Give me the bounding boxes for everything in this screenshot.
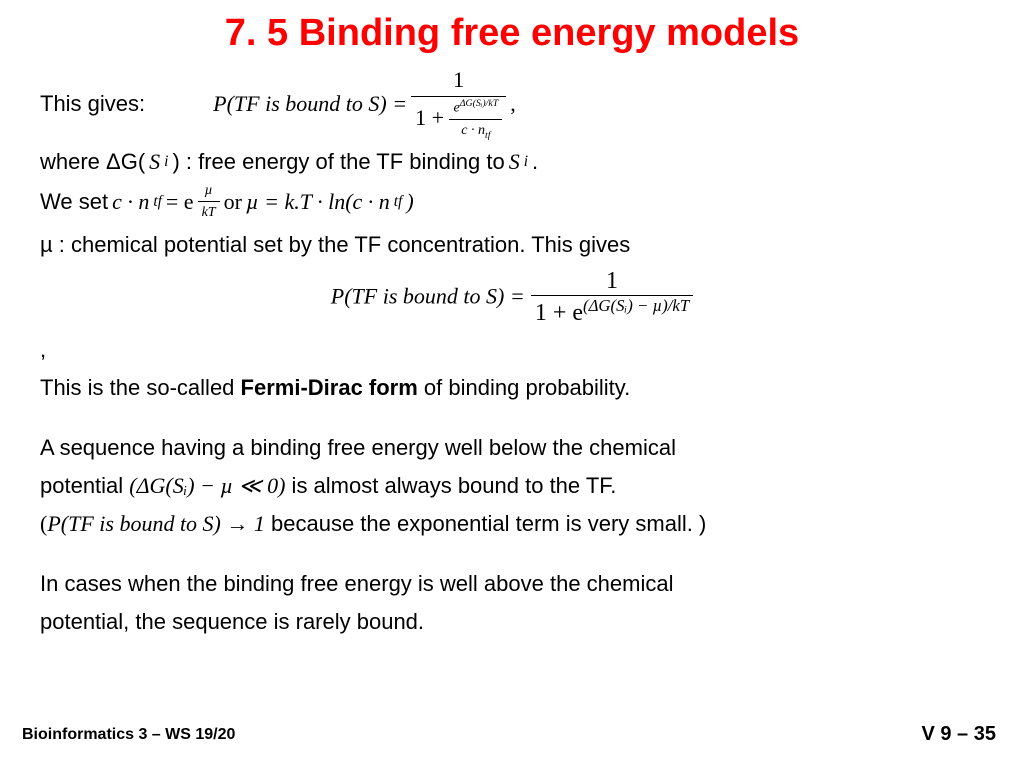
paraA2: potential (ΔG(Sᵢ) − µ ≪ 0) is almost alw… xyxy=(40,469,984,503)
paraA1: A sequence having a binding free energy … xyxy=(40,431,984,465)
line-this-gives: This gives: P(TF is bound to S) = 1 1 + … xyxy=(40,63,984,143)
eq1-inner-frac: eΔG(Sᵢ)/kT c · ntf xyxy=(449,97,502,143)
weset-mu-tail: ) xyxy=(406,185,413,218)
weset-exp-frac: µ kT xyxy=(198,180,220,223)
where-tail: ) : free energy of the TF binding to xyxy=(172,145,504,178)
eq1-frac: 1 1 + eΔG(Sᵢ)/kT c · ntf xyxy=(411,63,506,143)
eq1-comma: , xyxy=(510,87,516,120)
weset-mu: µ = k.T · ln(c · n xyxy=(246,185,390,218)
eq1-den-prefix: 1 + xyxy=(415,105,444,130)
where-si2-sub: i xyxy=(524,150,528,173)
line-weset: We set c · ntf = e µ kT or µ = k.T · ln(… xyxy=(40,180,984,223)
text-weset: We set xyxy=(40,185,108,218)
eq2-den-text: 1 + e xyxy=(535,300,583,326)
paraA3: (P(TF is bound to S) → 1 because the exp… xyxy=(40,507,984,541)
slide: 7. 5 Binding free energy models This giv… xyxy=(0,0,1024,768)
eq1-inner-exp: ΔG(Sᵢ)/kT xyxy=(460,98,498,109)
eq2-den: 1 + e(ΔG(Sᵢ) − µ)/kT xyxy=(531,295,693,327)
where-si2: S xyxy=(509,145,520,178)
eq1-inner-den-sub: tf xyxy=(485,130,490,141)
eq2: P(TF is bound to S) = 1 1 + e(ΔG(Sᵢ) − µ… xyxy=(40,268,984,327)
weset-lhs-sub: tf xyxy=(153,190,162,213)
paraB1: In cases when the binding free energy is… xyxy=(40,567,984,601)
weset-exp-den: kT xyxy=(198,201,220,223)
eq1-num: 1 xyxy=(411,63,506,96)
weset-eq-mid: = e xyxy=(166,185,194,218)
eq2-lhs: P(TF is bound to S) = xyxy=(331,283,525,308)
eq1-inner-den-text: c · n xyxy=(461,122,485,138)
footer-right: V 9 – 35 xyxy=(921,723,996,746)
fd-pre: This is the so-called xyxy=(40,375,241,400)
eq2-frac: 1 1 + e(ΔG(Sᵢ) − µ)/kT xyxy=(531,268,693,327)
eq2-num: 1 xyxy=(531,268,693,295)
footer-left: Bioinformatics 3 – WS 19/20 xyxy=(22,726,235,744)
eq1-inner-den: c · ntf xyxy=(449,119,502,144)
paraB2: potential, the sequence is rarely bound. xyxy=(40,605,984,639)
paraA2-pre: potential xyxy=(40,473,129,498)
eq1-den: 1 + eΔG(Sᵢ)/kT c · ntf xyxy=(411,96,506,143)
lone-comma: , xyxy=(40,333,984,367)
line-mu: µ : chemical potential set by the TF con… xyxy=(40,228,984,262)
weset-lhs: c · n xyxy=(112,185,149,218)
text-where: where ΔG( xyxy=(40,145,145,178)
paraA3-post: because the exponential term is very sma… xyxy=(265,511,706,536)
eq1-lhs: P(TF is bound to S) = xyxy=(213,87,407,120)
line-where: where ΔG(Si) : free energy of the TF bin… xyxy=(40,145,984,178)
text-this-gives: This gives: xyxy=(40,87,145,120)
weset-or: or xyxy=(224,185,242,218)
eq1-inner-num: eΔG(Sᵢ)/kT xyxy=(449,97,502,119)
where-tail2: . xyxy=(532,145,538,178)
paraA3-math: P(TF is bound to S) → 1 xyxy=(47,511,265,536)
weset-mu-sub: tf xyxy=(394,190,403,213)
eq2-den-exp: (ΔG(Sᵢ) − µ)/kT xyxy=(583,296,689,315)
line-fd: This is the so-called Fermi-Dirac form o… xyxy=(40,371,984,405)
fd-bold: Fermi-Dirac form xyxy=(241,375,418,400)
slide-title: 7. 5 Binding free energy models xyxy=(40,12,984,55)
fd-post: of binding probability. xyxy=(418,375,630,400)
weset-exp-num: µ xyxy=(198,180,220,201)
where-si: S xyxy=(149,145,160,178)
paraA2-math: (ΔG(Sᵢ) − µ ≪ 0) xyxy=(129,473,285,498)
paraA2-post: is almost always bound to the TF. xyxy=(285,473,616,498)
where-si-sub: i xyxy=(164,150,168,173)
